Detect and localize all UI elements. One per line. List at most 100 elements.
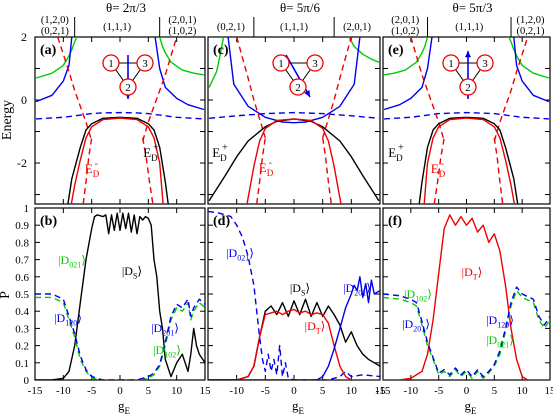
panel-label: (b) — [40, 214, 57, 229]
y-tick-label: 0.9 — [15, 220, 29, 232]
series-line-e-2 — [383, 37, 433, 111]
region-label: (1,0,2) — [391, 26, 419, 37]
region-label: (1,1,1) — [103, 22, 131, 33]
region-label: (1,2,0) — [41, 15, 69, 26]
x-tick-label: -5 — [87, 385, 97, 397]
series-line-e-4 — [384, 111, 549, 120]
y-tick-label: 2 — [21, 30, 27, 44]
x-tick-label: 10 — [346, 385, 358, 397]
y-axis-label: P — [0, 291, 13, 299]
region-label: (0,2,1) — [217, 22, 245, 33]
series-line-e-7 — [433, 137, 445, 204]
theta-label: θ= 5π/6 — [280, 0, 320, 15]
panel-frame-c — [207, 36, 381, 205]
series-line-e-8 — [493, 137, 504, 204]
inset-site-label: 1 — [448, 58, 454, 70]
series-line-c-4 — [236, 37, 266, 139]
annotation-label: ED- — [259, 158, 274, 178]
annotation-label: |D102⟩ — [404, 287, 432, 304]
inset-site-label: 1 — [108, 58, 114, 70]
inset-site-label: 2 — [465, 82, 471, 94]
series-line-b-2 — [35, 293, 205, 380]
panel-label: (f) — [388, 214, 402, 229]
inset-site-label: 3 — [482, 58, 488, 70]
panel-label: (a) — [40, 43, 57, 58]
inset-site — [306, 54, 324, 72]
series-line-f-0 — [383, 214, 550, 380]
inset-site-label: 1 — [278, 58, 284, 70]
annotation-label: ED- — [85, 159, 100, 179]
series-line-a-4 — [36, 111, 204, 120]
series-line-e-6 — [493, 37, 529, 142]
series-line-f-1 — [383, 289, 550, 379]
series-line-c-8 — [208, 118, 380, 202]
annotation-label: |DT⟩ — [305, 319, 326, 336]
series-line-d-2 — [208, 308, 380, 380]
region-label: (2,0,1) — [168, 15, 196, 26]
panel-frame-e — [382, 36, 551, 205]
series-line-f-2 — [383, 286, 550, 378]
series-line-a-0 — [35, 37, 78, 79]
x-tick-label: 15 — [200, 385, 212, 397]
inset-triangle — [280, 62, 316, 88]
annotation-label: |D120⟩ — [486, 313, 514, 330]
series-line-b-1 — [35, 296, 205, 380]
x-tick-label: 10 — [517, 385, 529, 397]
y-tick-label: 0.8 — [15, 237, 29, 249]
series-line-a-8 — [142, 137, 154, 204]
series-line-e-3 — [513, 37, 550, 103]
inset-site — [289, 78, 307, 96]
annotation-label: ED+ — [212, 143, 228, 163]
panel-label: (e) — [388, 43, 404, 58]
annotation-label: |D102⟩ — [153, 343, 181, 360]
inset-arrowhead — [304, 90, 310, 97]
annotation-label: |DS⟩ — [122, 264, 142, 281]
x-tick-label: 15 — [545, 385, 553, 397]
panel-label: (c) — [213, 43, 229, 58]
x-tick-label: 5 — [320, 385, 326, 397]
inset-site-label: 2 — [125, 82, 131, 94]
annotation-label: |DS⟩ — [290, 281, 310, 298]
region-label: (1,2,0) — [517, 15, 545, 26]
inset-site — [476, 54, 494, 72]
theta-label: θ= 2π/3 — [106, 0, 146, 15]
x-axis-label: gE — [292, 398, 305, 415]
y-tick-label: 0 — [24, 375, 30, 387]
triangle-inset: 1 32 — [272, 54, 324, 98]
series-line-a-5 — [57, 37, 93, 142]
region-label: (0,2,1) — [517, 26, 545, 37]
series-line-a-10 — [70, 117, 164, 204]
annotation-label: |D021⟩ — [226, 246, 254, 263]
y-tick-label: 0.2 — [15, 341, 29, 353]
chart-curves — [35, 37, 550, 380]
y-tick-label: 0 — [21, 93, 27, 107]
x-tick-label: -5 — [261, 385, 271, 397]
panel-label: (d) — [213, 214, 230, 229]
annotation-label: |D201⟩ — [343, 281, 371, 298]
x-tick-label: -10 — [56, 385, 71, 397]
series-line-c-5 — [322, 37, 352, 139]
x-tick-label: 0 — [464, 385, 470, 397]
y-tick-label: 0.5 — [15, 289, 29, 301]
x-axis-label: gE — [465, 398, 478, 415]
annotation-label: ED+ — [388, 143, 404, 163]
series-line-c-9 — [246, 118, 342, 204]
annotation-label: |D021⟩ — [58, 253, 86, 270]
triangle-inset: 1 32 — [442, 51, 494, 99]
y-axis-label: Energy — [0, 100, 15, 140]
x-tick-label: 10 — [171, 385, 183, 397]
series-line-b-0 — [35, 212, 205, 380]
series-line-d-0 — [208, 210, 380, 380]
annotation-label: |D201⟩ — [151, 321, 179, 338]
panel-frame-a — [34, 36, 206, 205]
x-tick-label: -15 — [376, 385, 391, 397]
annotation-label: |D201⟩ — [402, 317, 430, 334]
inset-site — [442, 54, 460, 72]
series-line-c-2 — [227, 37, 361, 124]
series-line-d-3 — [208, 276, 380, 380]
x-tick-label: 5 — [492, 385, 498, 397]
x-tick-label: 15 — [375, 385, 387, 397]
series-line-a-3 — [154, 37, 205, 111]
x-tick-label: 0 — [117, 385, 123, 397]
